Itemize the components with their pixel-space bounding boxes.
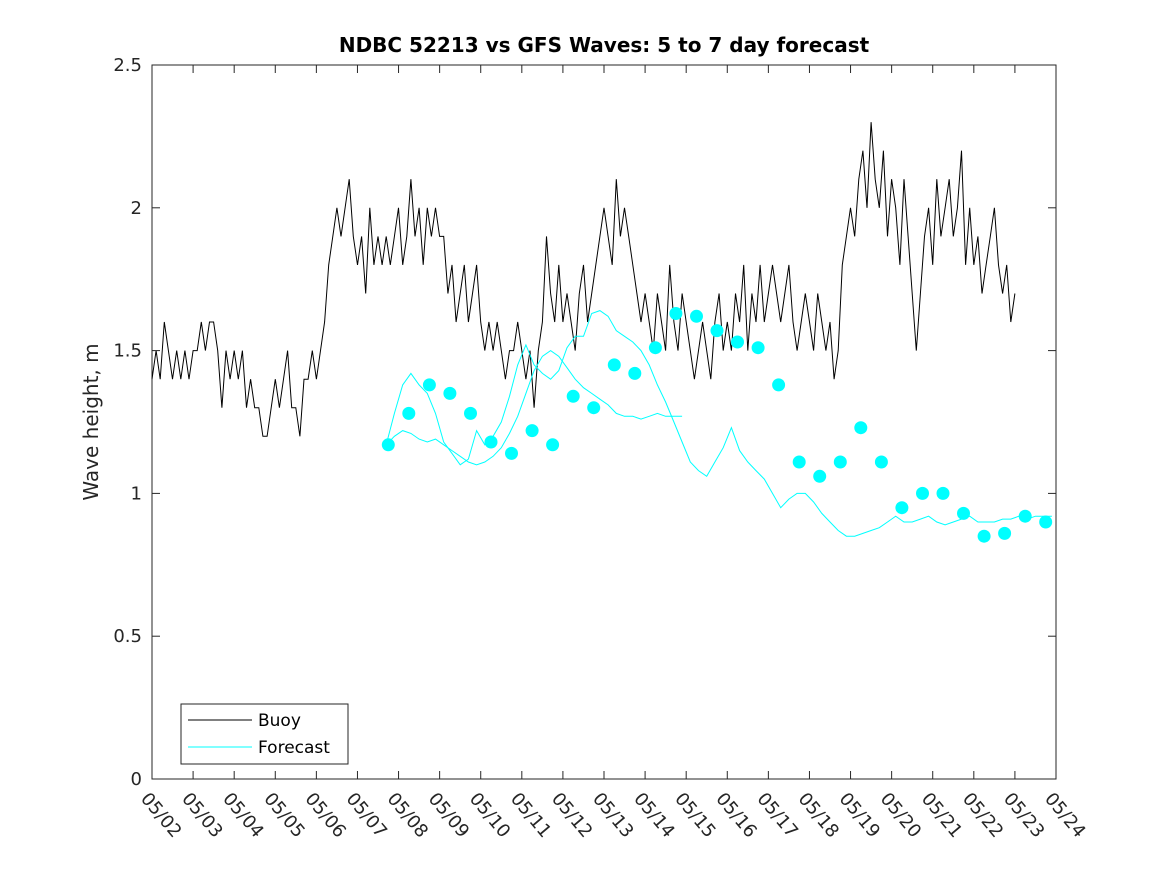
y-tick-label: 2.5 [113,55,142,76]
forecast-point [484,435,498,449]
forecast-point [977,529,991,543]
legend: Buoy Forecast [180,703,349,765]
forecast-point [464,406,477,420]
forecast-point [566,389,580,403]
plot-area [151,64,1057,780]
forecast-point [1018,509,1032,523]
forecast-point [833,455,847,469]
forecast-point [957,506,970,520]
forecast-point [895,501,909,515]
y-tick-label: 1 [131,483,142,504]
forecast-point [874,455,888,469]
y-axis-label: Wave height, m [79,343,103,500]
forecast-point [587,401,601,415]
forecast-point [854,421,868,435]
forecast-series-line [385,310,1052,537]
legend-label-buoy: Buoy [258,711,301,731]
y-tick-label: 0.5 [113,626,142,647]
forecast-point [1039,515,1053,529]
legend-box [180,703,349,765]
forecast-point [813,469,827,483]
forecast-point [936,486,950,500]
forecast-point [402,406,416,420]
legend-label-forecast: Forecast [258,738,330,758]
forecast-point [792,455,806,469]
forecast-point [731,335,744,349]
forecast-point [916,486,929,500]
forecast-point [648,341,662,355]
forecast-point [443,386,457,400]
forecast-point [381,438,395,452]
chart-title: NDBC 52213 vs GFS Waves: 5 to 7 day fore… [339,33,870,57]
forecast-series-line [385,349,683,466]
forecast-point [751,341,765,355]
buoy-series-line [151,122,1016,437]
y-tick-label: 1.5 [113,341,142,362]
series-layer [151,122,1053,543]
forecast-point [669,307,683,320]
forecast-point [772,378,786,392]
forecast-point [607,358,621,372]
y-tick-label: 2 [131,198,142,219]
forecast-point [525,424,539,438]
forecast-point [998,526,1012,540]
forecast-point [628,366,642,380]
forecast-point [690,309,703,323]
forecast-point [710,324,724,338]
forecast-point [546,438,560,452]
forecast-point [422,378,436,392]
forecast-point [505,446,518,460]
y-tick-label: 0 [131,769,142,790]
